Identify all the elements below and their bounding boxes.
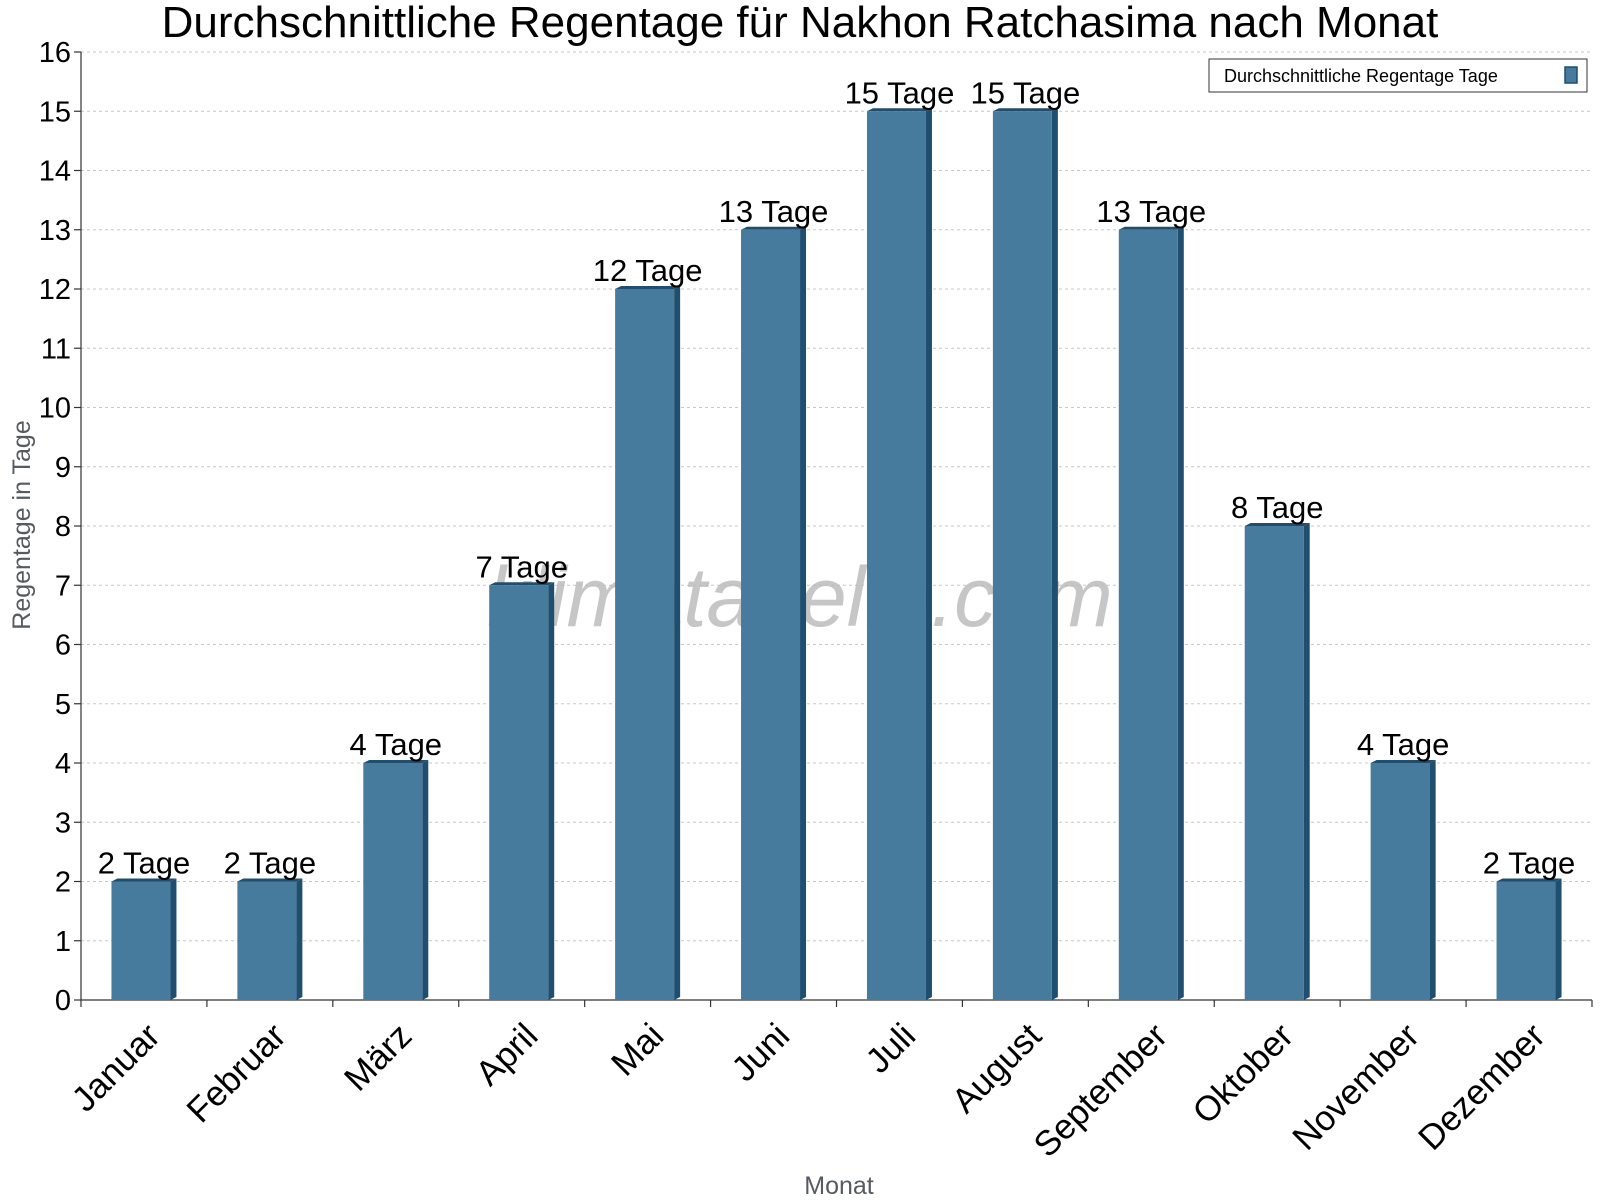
bar-top bbox=[237, 878, 303, 882]
y-tick-label: 15 bbox=[39, 96, 71, 128]
y-axis-title: Regentage in Tage bbox=[8, 420, 36, 629]
x-tick-label: Januar bbox=[64, 1016, 167, 1119]
x-tick-label: Februar bbox=[179, 1016, 293, 1130]
legend-swatch bbox=[1564, 66, 1578, 84]
bar-side bbox=[800, 226, 807, 1000]
x-tick-label: Dezember bbox=[1411, 1016, 1553, 1158]
x-tick-label: Juni bbox=[724, 1016, 797, 1089]
bar-side bbox=[674, 286, 681, 1000]
bar-top bbox=[741, 226, 807, 230]
bar-top bbox=[992, 108, 1058, 112]
bar-side bbox=[925, 108, 932, 1000]
bar-side bbox=[1555, 878, 1562, 1000]
y-tick-label: 13 bbox=[39, 215, 71, 247]
bar-data-label: 15 Tage bbox=[845, 75, 955, 110]
legend-label: Durchschnittliche Regentage Tage bbox=[1224, 66, 1498, 86]
x-tick-label: August bbox=[944, 1016, 1049, 1121]
chart-title: Durchschnittliche Regentage für Nakhon R… bbox=[162, 0, 1439, 47]
bar bbox=[1370, 763, 1430, 1000]
bar-top bbox=[363, 760, 429, 763]
bar-side bbox=[422, 760, 429, 1000]
y-tick-label: 2 bbox=[55, 867, 71, 899]
bar bbox=[111, 881, 171, 1000]
y-tick-label: 3 bbox=[55, 807, 71, 839]
x-tick-label: Oktober bbox=[1185, 1016, 1301, 1132]
bar-top bbox=[1244, 523, 1310, 526]
bar-top bbox=[1496, 878, 1562, 882]
bar-top bbox=[1118, 226, 1184, 230]
bar-data-label: 4 Tage bbox=[350, 727, 443, 762]
bar bbox=[1118, 229, 1178, 1000]
y-tick-label: 14 bbox=[39, 156, 71, 188]
legend: Durchschnittliche Regentage Tage bbox=[1208, 58, 1588, 93]
x-tick-label: November bbox=[1285, 1016, 1427, 1158]
bar-top bbox=[866, 108, 932, 112]
x-tick-label: September bbox=[1026, 1016, 1175, 1165]
bar-top bbox=[111, 878, 177, 882]
y-tick-label: 6 bbox=[55, 630, 71, 662]
bar-top bbox=[489, 582, 555, 586]
bar bbox=[237, 881, 297, 1000]
y-tick-label: 10 bbox=[39, 393, 71, 425]
bar-side bbox=[1177, 226, 1184, 1000]
data-labels: 2 Tage 2 Tage 4 Tage 7 Tage 12 Tage 13 Tage 15… bbox=[98, 75, 1576, 880]
bar-top bbox=[615, 286, 681, 289]
y-tick-label: 4 bbox=[55, 748, 71, 780]
bar bbox=[866, 111, 926, 1000]
y-tick-label: 8 bbox=[55, 511, 71, 543]
bar-data-label: 12 Tage bbox=[593, 253, 703, 288]
bar-top bbox=[1370, 760, 1436, 763]
y-tick-label: 12 bbox=[39, 274, 71, 306]
bar-side bbox=[1429, 760, 1436, 1000]
legend-box bbox=[1208, 58, 1588, 93]
y-tick-label: 11 bbox=[41, 333, 71, 365]
bar-side bbox=[170, 878, 177, 1000]
bar bbox=[992, 111, 1052, 1000]
bar bbox=[489, 585, 549, 1000]
bar-data-label: 13 Tage bbox=[719, 194, 829, 229]
y-tick-label: 1 bbox=[55, 926, 71, 958]
y-tick-label: 9 bbox=[55, 452, 71, 484]
bar-side bbox=[1303, 523, 1310, 1000]
bar bbox=[1496, 881, 1556, 1000]
bar-side bbox=[296, 878, 303, 1000]
bar-data-label: 13 Tage bbox=[1096, 194, 1206, 229]
bar-side bbox=[1051, 108, 1058, 1000]
y-tick-label: 7 bbox=[55, 570, 71, 602]
bar-data-label: 15 Tage bbox=[970, 75, 1080, 110]
x-axis-title: Monat bbox=[804, 1172, 874, 1200]
x-axis: Januar Februar März April Mai Juni Juli AugustS… bbox=[64, 999, 1593, 1165]
bar-data-label: 2 Tage bbox=[224, 846, 317, 881]
y-tick-label: 16 bbox=[39, 37, 71, 69]
bar bbox=[1244, 526, 1304, 1000]
gridlines bbox=[81, 51, 1592, 942]
x-tick-label: Mai bbox=[604, 1016, 671, 1083]
x-tick-label: Juli bbox=[858, 1016, 923, 1081]
bar-data-label: 2 Tage bbox=[98, 846, 191, 881]
x-tick-label: April bbox=[468, 1016, 545, 1093]
bar bbox=[741, 229, 801, 1000]
bar-data-label: 4 Tage bbox=[1357, 727, 1450, 762]
bar-side bbox=[548, 582, 555, 1000]
y-tick-label: 0 bbox=[55, 985, 71, 1017]
bar bbox=[615, 289, 675, 1000]
x-tick-label: März bbox=[337, 1016, 420, 1099]
bar-data-label: 8 Tage bbox=[1231, 490, 1324, 525]
bar-data-label: 2 Tage bbox=[1483, 846, 1576, 881]
y-tick-label: 5 bbox=[55, 689, 71, 721]
bar bbox=[363, 763, 423, 1000]
bar-data-label: 7 Tage bbox=[475, 549, 568, 584]
bars bbox=[111, 108, 1562, 1000]
